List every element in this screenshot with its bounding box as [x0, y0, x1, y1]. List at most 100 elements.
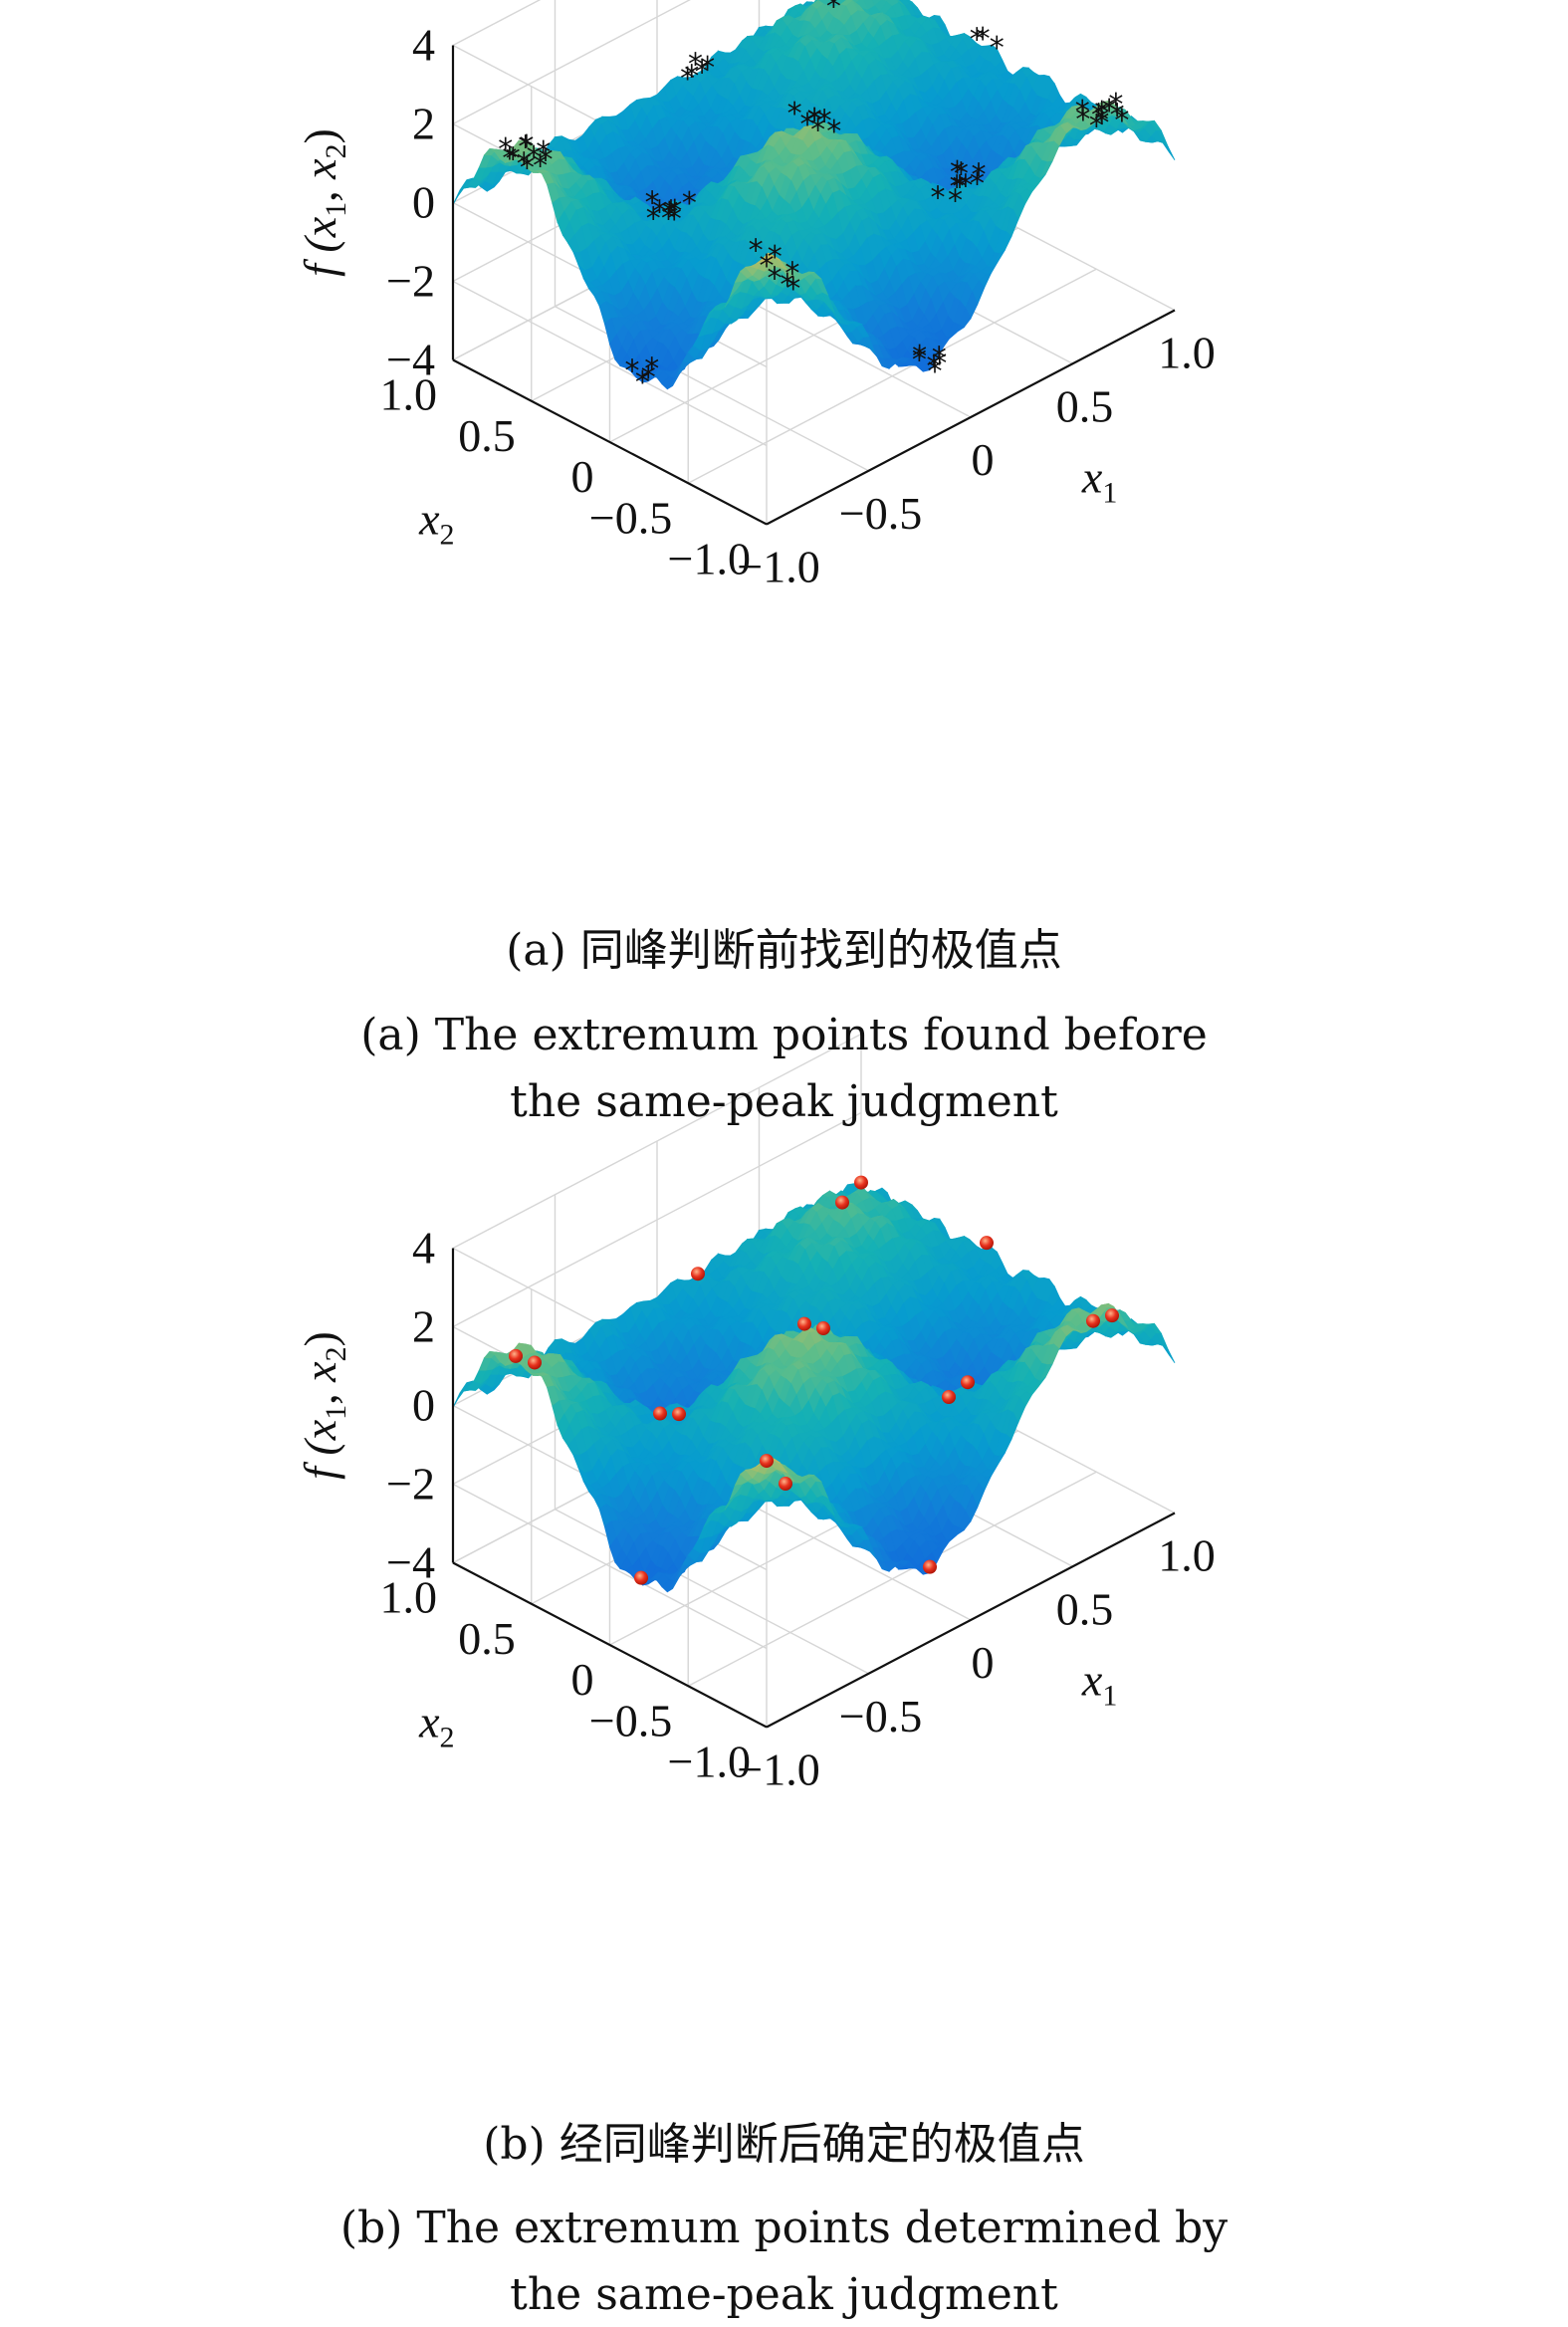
x1-tick-label: 1.0: [1158, 1530, 1216, 1581]
extremum-point: [1086, 1313, 1100, 1328]
z-axis-label: f (x1, x2): [295, 128, 352, 277]
extremum-point: *: [518, 129, 533, 164]
caption-b-en-line1: (b) The extremum points determined by: [339, 2203, 1229, 2253]
extremum-point: *: [948, 184, 963, 219]
x2-tick-label: 0.5: [458, 410, 516, 461]
x2-axis-label: x2: [418, 1696, 454, 1753]
z-tick-label: −2: [386, 256, 435, 307]
extremum-point: *: [498, 132, 513, 167]
extremum-point: *: [667, 202, 682, 237]
extremum-point: [816, 1321, 830, 1336]
extremum-point: *: [519, 129, 534, 164]
x1-tick-label: −0.5: [839, 1691, 922, 1742]
extremum-point: [1105, 1308, 1119, 1323]
extremum-point: [923, 1559, 937, 1574]
surface-mesh: [452, 0, 1176, 390]
extremum-point: *: [971, 158, 986, 193]
extremum-point: *: [958, 168, 973, 203]
z-tick-label: −4: [386, 1537, 435, 1588]
extremum-point: *: [536, 135, 551, 170]
x2-tick-label: 1.0: [380, 1572, 438, 1623]
x1-tick-label: 1.0: [1158, 328, 1216, 378]
extremum-point: *: [646, 201, 661, 236]
extremum-point: *: [682, 186, 697, 221]
extremum-point: [691, 1267, 705, 1281]
extremum-point: *: [663, 195, 678, 230]
extremum-point: *: [662, 196, 677, 231]
extremum-point: *: [950, 155, 965, 190]
x1-axis-label: x1: [1081, 1655, 1117, 1713]
extremum-point: [760, 1454, 774, 1469]
extremum-point: *: [970, 167, 985, 202]
extremum-point: *: [645, 186, 660, 221]
extremum-point: *: [829, 0, 844, 12]
z-tick-label: 0: [412, 1380, 435, 1431]
x1-tick-label: 0.5: [1056, 380, 1114, 431]
x2-tick-label: −0.5: [589, 1695, 672, 1745]
caption-a-en-line2: the same-peak judgment: [510, 1076, 1058, 1127]
extremum-point: *: [912, 340, 927, 374]
extremum-point: *: [844, 0, 859, 5]
extremum-point: *: [695, 56, 710, 91]
extremum-point: *: [624, 353, 639, 388]
x2-axis-label: x2: [418, 493, 454, 551]
x1-tick-label: −1.0: [737, 1745, 819, 1795]
z-tick-label: 4: [412, 1223, 435, 1274]
extremum-point: *: [1094, 107, 1109, 141]
extremum-point: *: [527, 140, 542, 175]
extremum-point: *: [931, 180, 946, 215]
z-tick-label: 4: [412, 20, 435, 71]
extremum-point: *: [641, 360, 656, 395]
caption-b-cn: (b) 经同峰判断后确定的极值点: [483, 2119, 1085, 2170]
chart-panel-b: −4−2024−1.0−0.500.51.0−1.0−0.500.51.0x1x…: [295, 1033, 1216, 1795]
extremum-point: *: [644, 351, 659, 386]
extremum-point: *: [817, 105, 832, 139]
x2-tick-label: 0: [571, 1654, 594, 1705]
extremum-point: *: [700, 51, 715, 86]
extremum-point: *: [976, 22, 991, 57]
x2-tick-label: −0.5: [589, 492, 672, 543]
extremum-point: *: [784, 257, 799, 292]
x2-tick-label: 0: [571, 451, 594, 502]
extremum-point: *: [502, 141, 517, 176]
extremum-point: *: [785, 272, 800, 307]
extremum-point: *: [1075, 103, 1090, 137]
extremum-markers-dot: [509, 1175, 1119, 1585]
extremum-point: *: [932, 347, 947, 381]
extremum-point: *: [1089, 109, 1104, 143]
extremum-point: [653, 1406, 667, 1421]
extremum-point: *: [1102, 94, 1117, 128]
surface-mesh: [452, 1183, 1176, 1593]
extremum-point: [942, 1390, 956, 1405]
extremum-point: [980, 1236, 994, 1251]
extremum-point: *: [652, 195, 667, 230]
z-tick-label: −2: [386, 1459, 435, 1510]
x2-tick-label: −1.0: [668, 534, 751, 584]
extremum-point: *: [912, 343, 927, 377]
axes: [451, 45, 1176, 526]
extremum-point: *: [950, 169, 965, 204]
z-tick-label: 2: [412, 99, 435, 149]
extremum-point: [854, 1175, 868, 1190]
z-tick-label: 2: [412, 1301, 435, 1352]
extremum-point: [672, 1407, 686, 1422]
extremum-point: *: [1110, 98, 1125, 132]
extremum-point: *: [661, 201, 676, 236]
extremum-point: [797, 1316, 811, 1331]
extremum-point: *: [970, 22, 985, 57]
extremum-point: *: [807, 103, 822, 137]
extremum-point: *: [506, 141, 521, 176]
x1-tick-label: 0: [972, 434, 995, 485]
extremum-point: *: [826, 0, 841, 24]
extremum-point: *: [684, 59, 699, 94]
caption-a-cn: (a) 同峰判断前找到的极值点: [506, 925, 1062, 976]
extremum-point: [779, 1477, 792, 1492]
extremum-point: *: [1094, 96, 1109, 130]
x1-tick-label: −1.0: [737, 542, 819, 592]
extremum-point: [961, 1375, 975, 1390]
z-axis-label: f (x1, x2): [295, 1331, 352, 1480]
extremum-point: *: [520, 150, 535, 185]
